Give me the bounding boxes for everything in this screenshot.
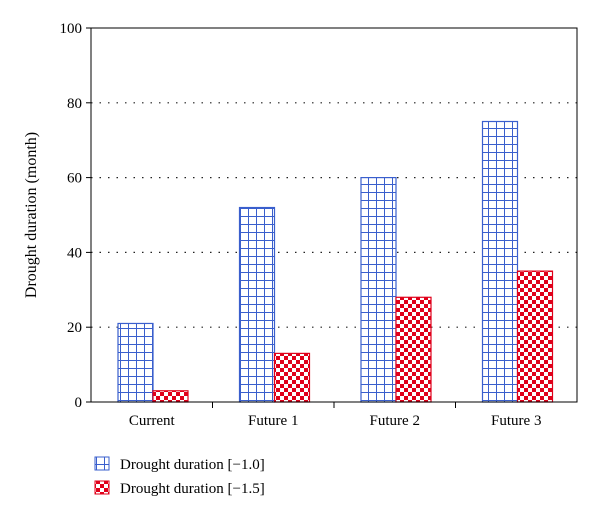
bars bbox=[117, 120, 554, 403]
x-tick-label: Future 2 bbox=[370, 413, 420, 429]
bar-drought-1-0 bbox=[481, 120, 519, 403]
bar-drought-1-0 bbox=[360, 177, 397, 403]
y-tick-label: 80 bbox=[67, 96, 82, 112]
bar-drought-1-0 bbox=[117, 322, 154, 403]
legend: Drought duration [−1.0] Drought duration … bbox=[94, 456, 265, 497]
legend-swatch bbox=[94, 456, 110, 471]
bar-drought-1-0 bbox=[238, 206, 276, 403]
y-tick-label: 60 bbox=[67, 171, 82, 187]
bar-drought-1-5 bbox=[152, 390, 189, 403]
x-axis-ticks: Current Future 1 Future 2 Future 3 bbox=[129, 402, 541, 429]
legend-label: Drought duration [−1.0] bbox=[120, 457, 265, 473]
legend-swatch bbox=[94, 480, 110, 495]
y-tick-label: 0 bbox=[75, 395, 83, 411]
bar-drought-1-5 bbox=[395, 296, 432, 403]
y-tick-label: 100 bbox=[60, 21, 83, 37]
x-tick-label: Future 1 bbox=[248, 413, 298, 429]
x-tick-label: Current bbox=[129, 413, 176, 429]
y-axis-ticks: 0 20 40 60 80 100 bbox=[60, 21, 91, 411]
y-tick-label: 20 bbox=[67, 320, 82, 336]
y-tick-label: 40 bbox=[67, 245, 82, 261]
y-axis-title: Drought duration (month) bbox=[23, 132, 40, 298]
x-tick-label: Future 3 bbox=[491, 413, 541, 429]
legend-label: Drought duration [−1.5] bbox=[120, 481, 265, 497]
bar-drought-1-5 bbox=[516, 270, 554, 403]
bar-drought-1-5 bbox=[273, 352, 311, 403]
